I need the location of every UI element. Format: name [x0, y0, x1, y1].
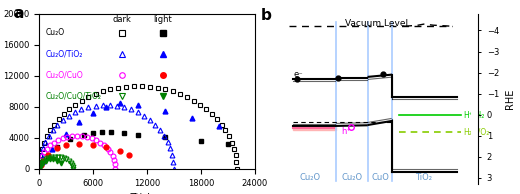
Text: e⁻: e⁻	[294, 70, 303, 79]
Text: Cu₂O: Cu₂O	[45, 29, 64, 37]
Text: Cu₂O/TiO₂: Cu₂O/TiO₂	[45, 49, 83, 58]
Y-axis label: RHE: RHE	[505, 89, 515, 109]
Text: Vacuum Level: Vacuum Level	[345, 19, 409, 28]
Text: H₂O/O₂: H₂O/O₂	[463, 127, 489, 136]
X-axis label: Z'/ohm: Z'/ohm	[130, 193, 164, 194]
Text: Cu₂O: Cu₂O	[341, 173, 362, 182]
Text: b: b	[261, 9, 272, 23]
Text: Cu₂O/CuO/TiO₂: Cu₂O/CuO/TiO₂	[45, 91, 101, 100]
Text: Cu₂O: Cu₂O	[299, 173, 320, 182]
Text: Cu₂O/CuO: Cu₂O/CuO	[45, 70, 83, 79]
Text: light: light	[154, 15, 173, 24]
Text: dark: dark	[113, 15, 132, 24]
Text: TiO₂: TiO₂	[415, 173, 432, 182]
Text: CuO: CuO	[372, 173, 389, 182]
Text: h⁺: h⁺	[342, 127, 352, 136]
Text: H⁺/H₂: H⁺/H₂	[463, 110, 485, 119]
Text: a: a	[13, 6, 23, 21]
